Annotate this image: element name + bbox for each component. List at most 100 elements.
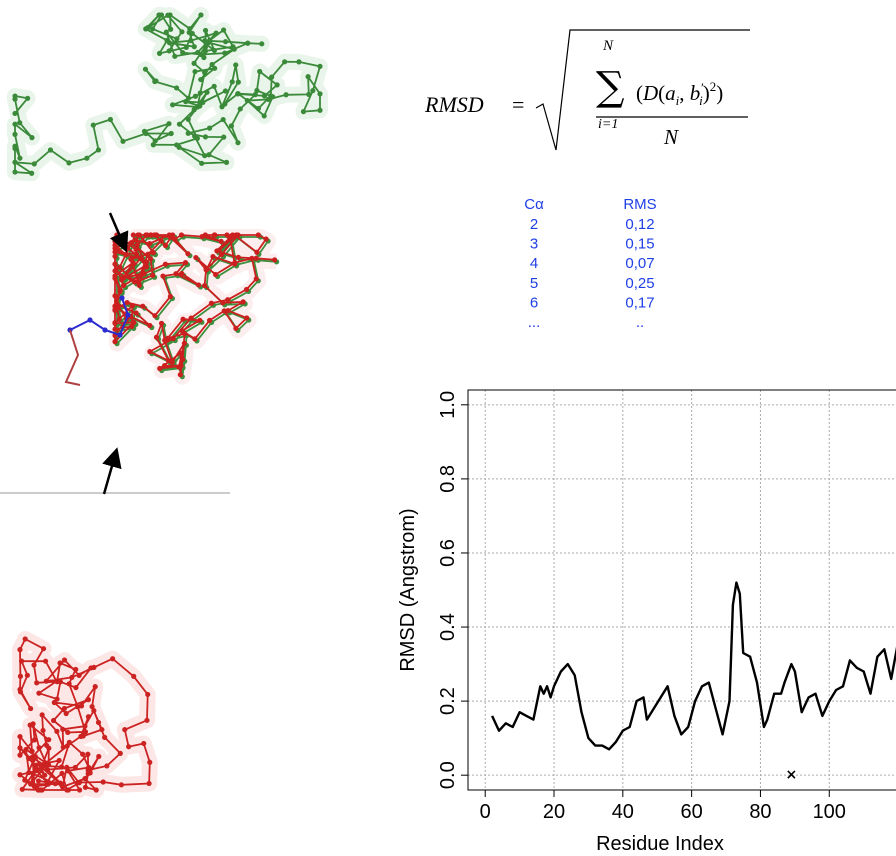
- atom: [31, 783, 37, 789]
- atom: [218, 252, 225, 258]
- atom: [30, 758, 36, 764]
- atom: [128, 256, 134, 262]
- atom: [209, 61, 215, 68]
- atom: [116, 316, 122, 323]
- atom: [263, 236, 269, 242]
- x-tick-label: 60: [681, 801, 703, 823]
- atom: [233, 62, 239, 68]
- atom: [18, 658, 25, 664]
- atom: [255, 105, 262, 112]
- atom: [272, 257, 278, 263]
- atom: [218, 238, 224, 244]
- atom: [197, 90, 203, 96]
- atom: [222, 88, 229, 94]
- atom: [185, 95, 192, 101]
- atom: [129, 323, 135, 329]
- atom: [141, 271, 147, 277]
- atom: [117, 750, 123, 756]
- atom: [195, 282, 202, 288]
- atom: [91, 707, 97, 714]
- atom: [75, 704, 81, 710]
- atom: [29, 748, 35, 754]
- atom: [172, 53, 178, 59]
- atom: [136, 232, 143, 238]
- atom: [158, 320, 165, 326]
- table-cell: 2: [530, 216, 538, 233]
- atom: [72, 764, 78, 771]
- atom: [176, 364, 182, 370]
- atom: [112, 253, 118, 259]
- atom: [188, 315, 194, 321]
- atom: [147, 240, 153, 247]
- atom: [31, 161, 37, 167]
- atom: [206, 125, 213, 131]
- y-tick-label: 1.0: [437, 391, 459, 419]
- atom: [119, 277, 125, 283]
- atom: [167, 293, 174, 300]
- atom: [212, 65, 218, 71]
- atom: [212, 271, 219, 278]
- atom: [300, 109, 307, 115]
- atom: [203, 267, 209, 273]
- atom: [194, 104, 201, 110]
- table-cell: 0,07: [625, 255, 654, 272]
- sum-upper: N: [602, 38, 614, 54]
- numerator-part: b: [690, 81, 701, 105]
- atom: [100, 779, 106, 785]
- atom: [133, 310, 139, 316]
- atom: [274, 82, 280, 88]
- atom: [191, 44, 197, 50]
- formula-denominator: N: [663, 125, 679, 149]
- atom: [12, 169, 18, 175]
- atom: [142, 66, 149, 72]
- atom: [45, 762, 52, 768]
- atom: [112, 319, 118, 326]
- atom: [192, 336, 198, 342]
- atom: [86, 764, 92, 771]
- atom: [142, 263, 148, 269]
- atom: [12, 159, 18, 165]
- atom: [140, 303, 146, 309]
- atom: [46, 737, 52, 743]
- sum-lower: i=1: [598, 117, 618, 132]
- atom: [225, 297, 231, 303]
- atom: [123, 252, 129, 258]
- atom: [178, 350, 184, 356]
- atom: [89, 703, 95, 710]
- atom: [31, 737, 38, 743]
- atom: [173, 85, 180, 91]
- atom: [185, 251, 191, 257]
- atom: [249, 255, 255, 261]
- atom: [77, 787, 83, 793]
- atom: [56, 757, 62, 764]
- atom: [211, 83, 217, 89]
- atom: [24, 672, 30, 678]
- atom: [225, 308, 231, 314]
- x-axis-label: Residue Index: [596, 833, 724, 855]
- radical: [535, 29, 750, 151]
- atom: [145, 691, 151, 698]
- atom: [202, 27, 209, 34]
- numerator-part: ′: [700, 80, 703, 95]
- atom: [112, 307, 118, 314]
- atom: [120, 138, 126, 144]
- x-tick-label: 0: [480, 801, 491, 823]
- atom: [12, 110, 18, 117]
- atom: [202, 70, 208, 76]
- table-cell: 4: [530, 255, 538, 272]
- atom: [23, 746, 29, 753]
- atom: [61, 705, 68, 712]
- atom: [206, 317, 213, 323]
- atom: [222, 39, 229, 45]
- atom: [40, 727, 46, 734]
- atom: [137, 255, 144, 262]
- atom: [282, 59, 288, 65]
- atom: [166, 48, 172, 54]
- atom: [17, 647, 23, 653]
- atom: [144, 717, 150, 723]
- atom: [112, 273, 118, 279]
- atom: [22, 777, 28, 783]
- atom: [12, 121, 18, 127]
- atom: [44, 780, 50, 786]
- y-tick-label: 0.6: [437, 539, 459, 567]
